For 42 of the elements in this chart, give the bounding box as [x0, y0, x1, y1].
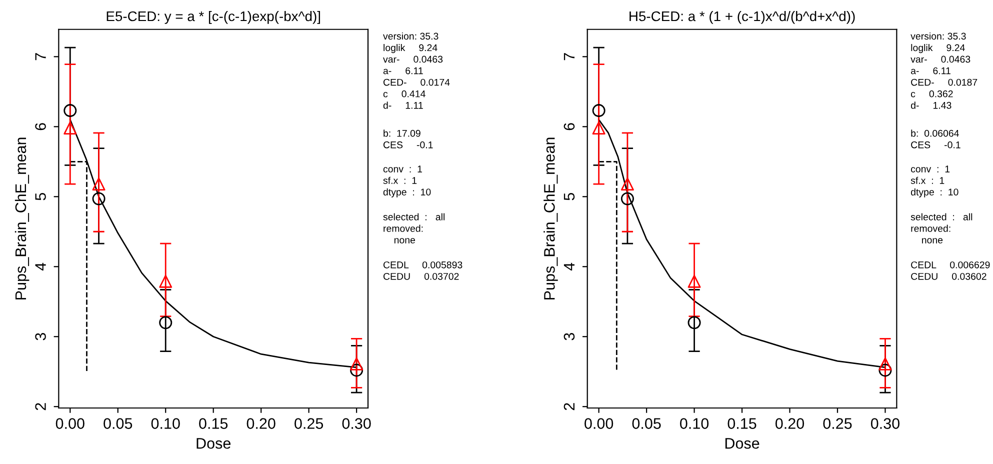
text: CEDL 0.006629 CEDU 0.03602 — [911, 261, 990, 280]
y-tick-label: 4 — [35, 262, 46, 271]
y-tick-label: 7 — [564, 53, 574, 60]
text: conv : 1 sf.x : 1 dtype : 10 — [383, 166, 431, 198]
y-tick-label: 6 — [564, 123, 575, 130]
x-tick-label: 0.05 — [104, 418, 132, 429]
x-tick-label: 0.15 — [199, 418, 228, 429]
y-tick-label: 4 — [564, 262, 574, 271]
text: version: 35.3 loglik 9.24 var- 0.0463 a- 6.11 CED- 0.0187 c 0.362 d- 1.43 — [910, 32, 978, 109]
x-tick-label: 0.00 — [584, 418, 614, 429]
x-tick-label: 0.30 — [342, 418, 371, 429]
chart-title: E5-CED: y = a * [c-(c-1)exp(-bx^d)] — [106, 10, 320, 24]
text: b: 17.09 CES -0.1 — [383, 130, 433, 148]
y-tick-label: 6 — [35, 123, 46, 130]
text: version: 35.3 loglik 9.24 var- 0.0463 a- 6.11 CED- 0.0174 c 0.414 d- 1.11 — [383, 32, 450, 109]
x-tick-label: 0.05 — [632, 418, 661, 429]
x-tick-label: 0.20 — [775, 418, 804, 429]
y-axis-title: Pups_Brain_ChE_mean — [544, 138, 558, 300]
y-tick-label: 2 — [35, 403, 46, 410]
text: CEDL 0.005893 CEDU 0.03702 — [383, 261, 462, 280]
text: selected : all removed: none — [910, 213, 972, 244]
text: selected : all removed: none — [383, 213, 444, 244]
text: conv : 1 sf.x : 1 dtype : 10 — [910, 166, 958, 198]
x-tick-label: 0.10 — [680, 418, 709, 429]
x-axis-title: Dose — [725, 438, 760, 449]
chart-title: H5-CED: a * (1 + (c-1)x^d/(b^d+x^d)) — [630, 10, 855, 24]
x-axis-title: Dose — [196, 438, 230, 449]
y-tick-label: 5 — [35, 193, 46, 200]
y-axis-title: Pups_Brain_ChE_mean — [14, 138, 30, 300]
x-tick-label: 0.25 — [294, 418, 324, 429]
x-tick-label: 0.10 — [151, 418, 180, 429]
y-tick-label: 2 — [564, 403, 574, 410]
x-tick-label: 0.15 — [728, 418, 756, 429]
x-tick-label: 0.00 — [56, 418, 84, 429]
y-tick-label: 3 — [35, 333, 46, 340]
x-tick-label: 0.30 — [870, 418, 900, 429]
y-tick-label: 5 — [564, 193, 575, 200]
x-tick-label: 0.25 — [823, 418, 852, 429]
text: b: 0.06064 CES -0.1 — [911, 130, 960, 148]
y-tick-label: 3 — [564, 333, 575, 340]
y-tick-label: 7 — [35, 53, 46, 60]
x-tick-label: 0.20 — [246, 418, 276, 429]
